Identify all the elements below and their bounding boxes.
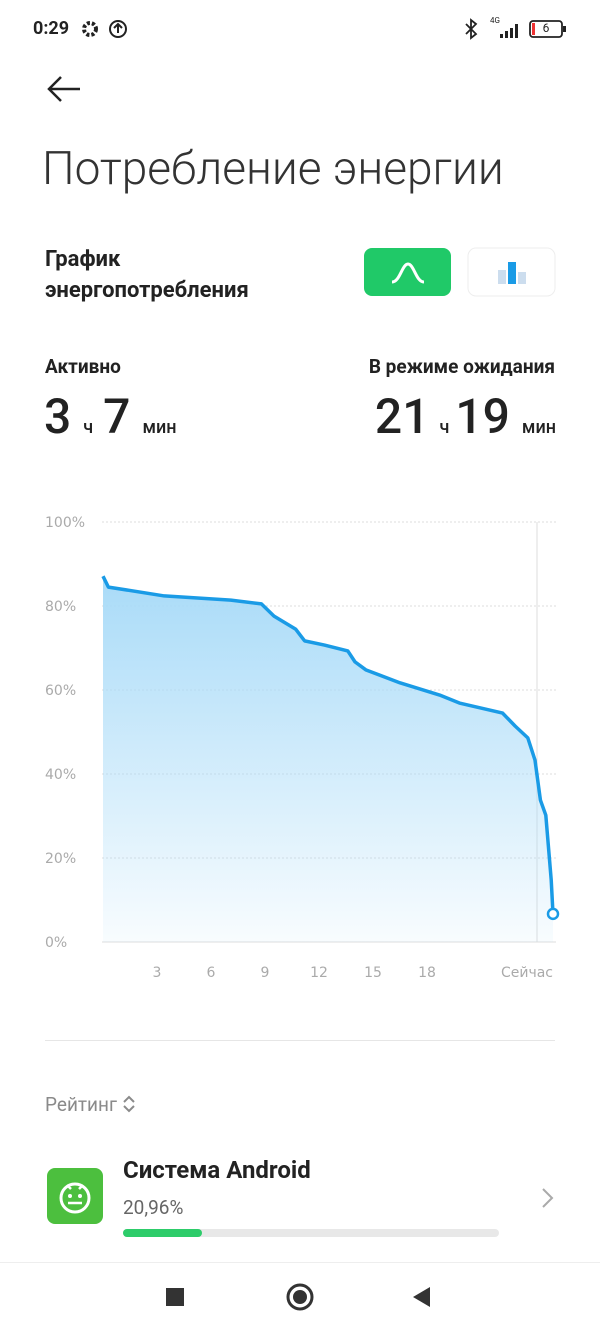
minutes-unit: мин (521, 417, 556, 438)
active-value: 3 ч 7 мин (44, 388, 177, 445)
hours-unit: ч (439, 417, 450, 438)
progress-track (123, 1229, 499, 1237)
app-icon (47, 1168, 103, 1224)
line (101, 575, 555, 914)
y-tick-label: 0% (45, 935, 67, 951)
minutes-unit: мин (142, 417, 177, 438)
x-tick-label: Сейчас (501, 965, 553, 981)
end-point (546, 907, 560, 921)
line-view-button[interactable] (364, 248, 451, 296)
area (103, 576, 553, 942)
x-tick-label: 9 (261, 965, 270, 981)
standby-hours: 21 (374, 388, 430, 445)
back-button[interactable] (46, 74, 86, 104)
x-tick-label: 18 (418, 965, 436, 981)
active-minutes: 7 (103, 388, 131, 445)
app-row[interactable]: Система Android 20,96% (0, 1150, 600, 1250)
recents-button[interactable] (166, 1288, 184, 1306)
active-label: Активно (45, 355, 121, 378)
app-percent: 20,96% (123, 1196, 184, 1219)
y-tick-label: 60% (45, 683, 76, 699)
active-hours: 3 (44, 388, 72, 445)
network-type: 4G (490, 16, 500, 25)
status-icons (82, 20, 127, 38)
ranking-sort[interactable]: Рейтинг (45, 1093, 136, 1116)
x-tick-label: 12 (310, 965, 328, 981)
standby-label: В режиме ожидания (368, 355, 555, 378)
y-tick-label: 80% (45, 599, 76, 615)
y-tick-label: 100% (45, 515, 85, 531)
hours-unit: ч (83, 417, 94, 438)
app-name: Система Android (123, 1156, 311, 1184)
status-right (465, 18, 566, 40)
section-title: График энергопотребления (45, 247, 249, 303)
y-tick-label: 20% (45, 851, 76, 867)
divider (45, 1040, 555, 1041)
page-title: Потребление энергии (42, 142, 504, 196)
y-tick-label: 40% (45, 767, 76, 783)
x-tick-label: 3 (153, 965, 162, 981)
home-button[interactable] (286, 1283, 314, 1311)
nav-divider (0, 1262, 600, 1263)
standby-minutes: 19 (455, 388, 510, 445)
nav-bar (166, 1283, 430, 1311)
battery-chart: 0% 20% 40% 60% 80% 100% 3 6 9 12 15 18 Сейчас (45, 515, 560, 981)
back-nav-button[interactable] (413, 1287, 430, 1307)
x-tick-label: 15 (364, 965, 382, 981)
ranking-title: Рейтинг (45, 1093, 117, 1116)
standby-value: 21 ч 19 мин (375, 388, 556, 445)
x-tick-label: 6 (207, 965, 216, 981)
chart-toggle (364, 247, 556, 297)
chevron (542, 1188, 554, 1208)
progress-bar (123, 1229, 202, 1237)
battery-level: 6 (542, 21, 550, 35)
status-time: 0:29 (33, 18, 70, 39)
